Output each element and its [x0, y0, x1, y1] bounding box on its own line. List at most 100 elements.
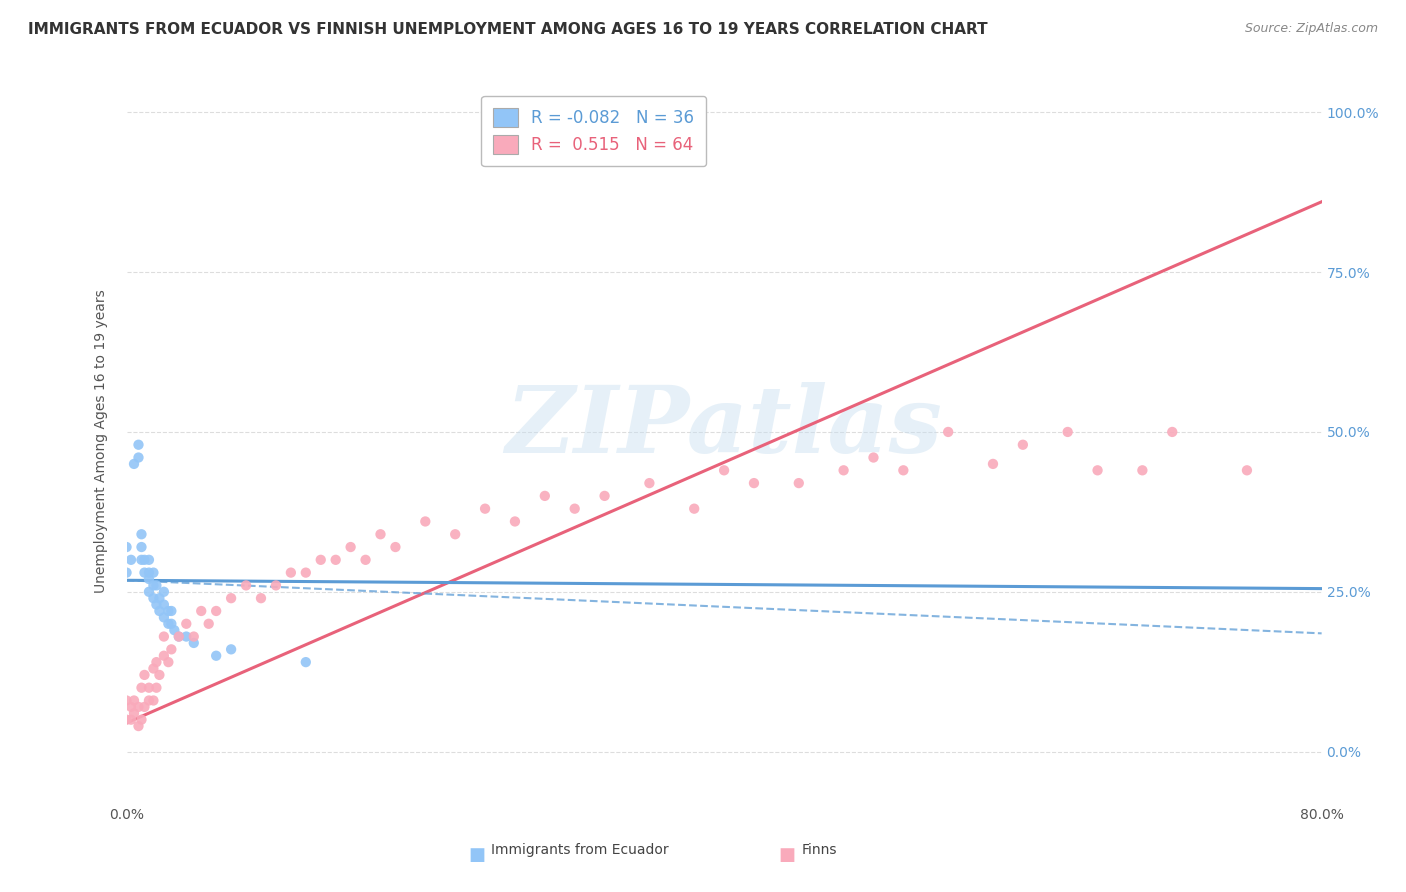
- Point: [163, 623, 186, 637]
- Point: [131, 540, 153, 554]
- Point: [131, 681, 153, 695]
- Point: [1011, 438, 1033, 452]
- Point: [205, 648, 228, 663]
- Point: [157, 655, 180, 669]
- Point: [120, 699, 142, 714]
- Point: [1236, 463, 1258, 477]
- Point: [138, 584, 160, 599]
- Point: [134, 566, 156, 580]
- Point: [415, 515, 437, 529]
- Point: [787, 476, 810, 491]
- Point: [893, 463, 915, 477]
- Point: [131, 713, 153, 727]
- Text: Immigrants from Ecuador: Immigrants from Ecuador: [491, 843, 669, 856]
- Text: Source: ZipAtlas.com: Source: ZipAtlas.com: [1244, 22, 1378, 36]
- Point: [444, 527, 467, 541]
- Point: [638, 476, 661, 491]
- Point: [122, 706, 145, 721]
- Point: [142, 566, 165, 580]
- Point: [683, 501, 706, 516]
- Point: [122, 693, 145, 707]
- Point: [742, 476, 765, 491]
- Y-axis label: Unemployment Among Ages 16 to 19 years: Unemployment Among Ages 16 to 19 years: [94, 290, 108, 593]
- Point: [145, 598, 167, 612]
- Point: [138, 553, 160, 567]
- Point: [474, 501, 496, 516]
- Point: [593, 489, 616, 503]
- Point: [145, 655, 167, 669]
- Point: [153, 598, 176, 612]
- Point: [197, 616, 219, 631]
- Text: ■: ■: [468, 847, 485, 864]
- Point: [138, 693, 160, 707]
- Point: [167, 630, 190, 644]
- Point: [503, 515, 526, 529]
- Point: [534, 489, 557, 503]
- Point: [127, 438, 149, 452]
- Point: [157, 604, 180, 618]
- Point: [174, 630, 197, 644]
- Point: [142, 578, 165, 592]
- Point: [115, 566, 138, 580]
- Text: ZIPatlas: ZIPatlas: [506, 382, 942, 472]
- Point: [142, 693, 165, 707]
- Point: [138, 566, 160, 580]
- Legend: R = -0.082   N = 36, R =  0.515   N = 64: R = -0.082 N = 36, R = 0.515 N = 64: [481, 95, 706, 166]
- Point: [115, 693, 138, 707]
- Point: [1161, 425, 1184, 439]
- Text: ■: ■: [779, 847, 796, 864]
- Point: [134, 553, 156, 567]
- Point: [981, 457, 1004, 471]
- Point: [174, 616, 197, 631]
- Point: [148, 668, 170, 682]
- Point: [280, 566, 302, 580]
- Point: [148, 591, 170, 606]
- Point: [153, 630, 176, 644]
- Point: [127, 699, 149, 714]
- Point: [384, 540, 406, 554]
- Point: [148, 604, 170, 618]
- Point: [1087, 463, 1109, 477]
- Point: [339, 540, 361, 554]
- Point: [309, 553, 332, 567]
- Point: [294, 566, 316, 580]
- Point: [936, 425, 959, 439]
- Point: [183, 630, 205, 644]
- Point: [160, 642, 183, 657]
- Point: [205, 604, 228, 618]
- Point: [157, 616, 180, 631]
- Point: [325, 553, 347, 567]
- Point: [1130, 463, 1153, 477]
- Point: [219, 642, 242, 657]
- Point: [142, 591, 165, 606]
- Point: [219, 591, 242, 606]
- Point: [235, 578, 257, 592]
- Point: [120, 553, 142, 567]
- Point: [294, 655, 316, 669]
- Point: [127, 719, 149, 733]
- Point: [153, 648, 176, 663]
- Point: [153, 610, 176, 624]
- Point: [1056, 425, 1078, 439]
- Point: [142, 661, 165, 675]
- Point: [138, 681, 160, 695]
- Point: [120, 713, 142, 727]
- Point: [713, 463, 735, 477]
- Point: [564, 501, 586, 516]
- Point: [134, 699, 156, 714]
- Point: [862, 450, 884, 465]
- Text: IMMIGRANTS FROM ECUADOR VS FINNISH UNEMPLOYMENT AMONG AGES 16 TO 19 YEARS CORREL: IMMIGRANTS FROM ECUADOR VS FINNISH UNEMP…: [28, 22, 988, 37]
- Point: [250, 591, 273, 606]
- Point: [264, 578, 287, 592]
- Point: [115, 540, 138, 554]
- Point: [160, 616, 183, 631]
- Point: [190, 604, 212, 618]
- Point: [160, 604, 183, 618]
- Point: [127, 450, 149, 465]
- Point: [167, 630, 190, 644]
- Text: Finns: Finns: [801, 843, 837, 856]
- Point: [134, 668, 156, 682]
- Point: [354, 553, 377, 567]
- Point: [832, 463, 855, 477]
- Point: [153, 584, 176, 599]
